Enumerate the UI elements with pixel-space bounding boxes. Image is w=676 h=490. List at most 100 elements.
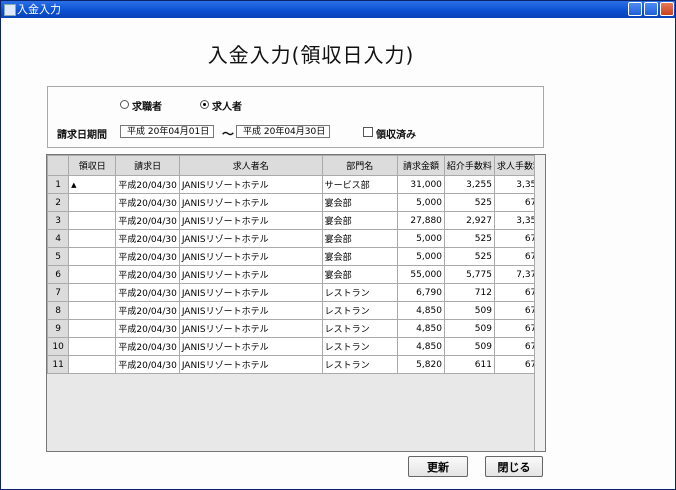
grid-table: 領収日 請求日 求人者名 部門名 請求金額 紹介手数料 求人手数料 1 ▲ 平成20/04/30… [47, 155, 545, 374]
radio-label[interactable]: 求職者 [132, 102, 162, 113]
amount-cell: 509 [443, 301, 495, 320]
radio-label[interactable]: 求人者 [212, 102, 242, 113]
update-button[interactable]: 更新 [408, 456, 468, 477]
amount-cell: 670 [493, 283, 545, 302]
maximize-button[interactable] [644, 2, 658, 16]
amount-cell: 4,850 [397, 319, 445, 338]
billing-date-cell: 平成20/04/30 [115, 247, 180, 266]
row-number: 11 [47, 355, 70, 374]
receipt-date-cell [68, 301, 117, 320]
receipt-date-cell [68, 247, 117, 266]
filter-panel: 求職者 求人者 請求日期間 平成 20年04月01日 ～ 平成 20年04月30… [47, 86, 544, 148]
column-header: 求人者名 [178, 155, 323, 176]
receipt-date-cell [68, 229, 117, 248]
column-header: 請求日 [115, 155, 180, 176]
company-cell: JANISリゾートホテル [178, 229, 323, 248]
amount-cell: 27,880 [397, 211, 445, 230]
date-to-field[interactable]: 平成 20年04月30日 [236, 125, 330, 138]
checkbox-label[interactable]: 領収済み [376, 130, 416, 141]
amount-cell: 509 [443, 319, 495, 338]
app-title: 入金入力(領収日入力) [207, 43, 415, 67]
receipt-date-cell [68, 355, 117, 374]
range-separator: ～ [222, 127, 235, 141]
amount-cell: 509 [443, 337, 495, 356]
amount-cell: 670 [493, 247, 545, 266]
company-cell: JANISリゾートホテル [178, 283, 323, 302]
grid-row: 1 ▲ 平成20/04/30 JANISリゾートホテル サービス部 31,000 3,255… [47, 175, 545, 194]
row-number: 9 [47, 319, 70, 338]
department-cell: レストラン [321, 319, 399, 338]
department-cell: レストラン [321, 283, 399, 302]
department-cell: レストラン [321, 301, 399, 320]
receipt-date-cell [68, 283, 117, 302]
amount-cell: 3,350 [493, 175, 545, 194]
amount-cell: 5,000 [397, 193, 445, 212]
amount-cell: 4,850 [397, 337, 445, 356]
scrollbar[interactable] [534, 155, 545, 451]
amount-cell: 670 [493, 301, 545, 320]
amount-cell: 525 [443, 193, 495, 212]
row-number: 2 [47, 193, 70, 212]
date-from-field[interactable]: 平成 20年04月01日 [120, 125, 214, 138]
grid-row: 6 平成20/04/30 JANISリゾートホテル 宴会部 55,000 5,775 7,3… [47, 265, 545, 284]
row-number: 10 [47, 337, 70, 356]
row-number: 5 [47, 247, 70, 266]
row-number: 1 [47, 175, 70, 194]
radio-button[interactable] [120, 100, 129, 109]
department-cell: レストラン [321, 337, 399, 356]
amount-cell: 55,000 [397, 265, 445, 284]
amount-cell: 525 [443, 247, 495, 266]
amount-cell: 611 [443, 355, 495, 374]
amount-cell: 5,000 [397, 247, 445, 266]
window-title: 入金入力 [17, 3, 61, 16]
amount-cell: 31,000 [397, 175, 445, 194]
row-number: 3 [47, 211, 70, 230]
amount-cell: 7,370 [493, 265, 545, 284]
billing-date-cell: 平成20/04/30 [115, 175, 180, 194]
checkbox[interactable] [363, 127, 373, 137]
current-row-marker: ▲ [71, 180, 77, 189]
amount-cell: 4,850 [397, 301, 445, 320]
radio-button[interactable] [200, 100, 209, 109]
column-header: 請求金額 [397, 155, 445, 176]
amount-cell: 670 [493, 337, 545, 356]
department-cell: サービス部 [321, 175, 399, 194]
period-label: 請求日期間 [57, 130, 107, 141]
corner-cell [47, 155, 70, 176]
billing-date-cell: 平成20/04/30 [115, 355, 180, 374]
column-header: 領収日 [68, 155, 117, 176]
company-cell: JANISリゾートホテル [178, 301, 323, 320]
row-number: 6 [47, 265, 70, 284]
billing-date-cell: 平成20/04/30 [115, 265, 180, 284]
row-number: 4 [47, 229, 70, 248]
grid-row: 3 平成20/04/30 JANISリゾートホテル 宴会部 27,880 2,927 3,3… [47, 211, 545, 230]
receipt-date-cell [68, 193, 117, 212]
department-cell: 宴会部 [321, 229, 399, 248]
close-form-button[interactable]: 閉じる [485, 456, 543, 477]
company-cell: JANISリゾートホテル [178, 355, 323, 374]
close-button[interactable] [660, 2, 674, 16]
department-cell: 宴会部 [321, 247, 399, 266]
billing-date-cell: 平成20/04/30 [115, 319, 180, 338]
company-cell: JANISリゾートホテル [178, 175, 323, 194]
billing-date-cell: 平成20/04/30 [115, 283, 180, 302]
department-cell: 宴会部 [321, 193, 399, 212]
billing-date-cell: 平成20/04/30 [115, 193, 180, 212]
company-cell: JANISリゾートホテル [178, 247, 323, 266]
amount-cell: 670 [493, 229, 545, 248]
amount-cell: 670 [493, 355, 545, 374]
data-grid: 領収日 請求日 求人者名 部門名 請求金額 紹介手数料 求人手数料 1 ▲ 平成20/04/30… [46, 154, 546, 452]
department-cell: レストラン [321, 355, 399, 374]
amount-cell: 712 [443, 283, 495, 302]
receipt-date-cell: ▲ [68, 175, 117, 194]
minimize-button[interactable] [628, 2, 642, 16]
amount-cell: 6,790 [397, 283, 445, 302]
title-bar: 入金入力 [1, 1, 675, 18]
